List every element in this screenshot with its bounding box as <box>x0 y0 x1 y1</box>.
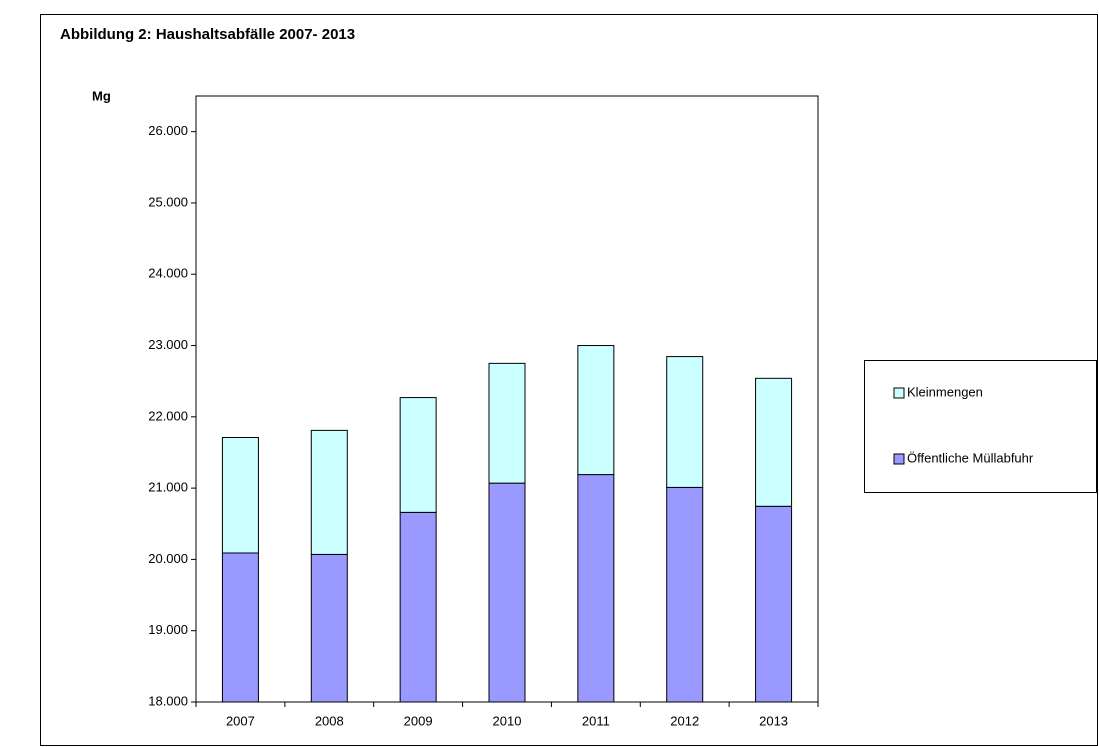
x-tick-label: 2007 <box>226 713 255 728</box>
y-tick-label: 20.000 <box>148 551 188 566</box>
bar-segment <box>221 552 259 703</box>
legend-box <box>864 360 1097 493</box>
frame <box>40 14 1098 746</box>
y-tick-label: 26.000 <box>148 123 188 138</box>
bar-segment <box>221 436 259 554</box>
bar-segment <box>399 511 437 703</box>
bar-segment <box>488 482 526 703</box>
bar-segment <box>755 377 793 507</box>
bar-segment <box>577 474 615 703</box>
x-tick-label: 2013 <box>759 713 788 728</box>
bar-segment <box>399 397 437 513</box>
y-tick-label: 18.000 <box>148 693 188 708</box>
y-axis-label: Mg <box>92 88 111 103</box>
x-tick-label: 2011 <box>582 713 610 728</box>
legend-swatch <box>893 387 905 399</box>
y-tick-label: 24.000 <box>148 266 188 281</box>
x-tick-label: 2008 <box>315 713 344 728</box>
y-tick-label: 25.000 <box>148 194 188 209</box>
legend-label: Öffentliche Müllabfuhr <box>907 450 1034 465</box>
bar-segment <box>666 486 704 703</box>
y-tick-label: 19.000 <box>148 622 188 637</box>
bar-segment <box>488 362 526 484</box>
legend-label: Kleinmengen <box>907 384 983 399</box>
chart-title: Abbildung 2: Haushaltsabfälle 2007- 2013 <box>60 26 355 43</box>
bar-segment <box>666 356 704 488</box>
bar-segment <box>755 505 793 703</box>
x-tick-label: 2010 <box>493 713 522 728</box>
y-tick-label: 21.000 <box>148 480 188 495</box>
y-tick-label: 22.000 <box>148 408 188 423</box>
x-tick-label: 2012 <box>670 713 699 728</box>
bar-segment <box>577 345 615 476</box>
y-tick-label: 23.000 <box>148 337 188 352</box>
legend-swatch <box>893 453 905 465</box>
bar-segment <box>310 553 348 703</box>
bar-segment <box>310 429 348 555</box>
x-tick-label: 2009 <box>404 713 433 728</box>
